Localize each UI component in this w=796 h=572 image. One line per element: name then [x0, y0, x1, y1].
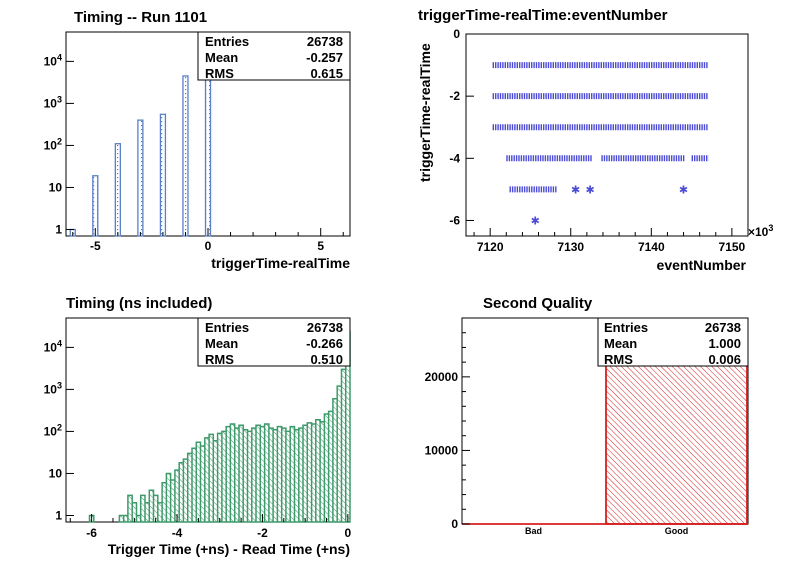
panel3-stat-rms-label: RMS — [205, 352, 234, 367]
y-tick-label: 1 — [55, 222, 62, 236]
panel1-stat-entries: 26738 — [307, 34, 343, 49]
panel3-stat-mean-label: Mean — [205, 336, 238, 351]
x-tick-label: 7130 — [557, 240, 584, 254]
panel3-xticks: -6 -4 -2 0 — [69, 514, 352, 540]
panel1-stat-mean: -0.257 — [306, 50, 343, 65]
panel4-yticks: 0 10000 20000 — [425, 332, 470, 531]
panel4-stat-rms-label: RMS — [604, 352, 633, 367]
x-tick-label: -6 — [86, 526, 97, 540]
panel-second-quality: Second Quality Bad Good 0 10000 20000 Entri… — [425, 295, 749, 536]
y-tick-label: 10000 — [425, 443, 459, 457]
panel2-yticks: 0 -2 -4 -6 — [449, 27, 474, 227]
x-tick-label: 5 — [317, 239, 324, 253]
panel1-bars — [69, 47, 212, 237]
y-tick-label: -6 — [449, 213, 460, 227]
panel-scatter: triggerTime-realTime:eventNumber ✱ ✱ ✱ ✱ 71… — [417, 7, 773, 273]
histogram-bar — [92, 175, 99, 237]
panel3-stats-box: Entries 26738 Mean -0.266 RMS 0.510 — [197, 317, 351, 367]
y-tick-label: 103 — [44, 380, 62, 396]
panel1-stat-mean-label: Mean — [205, 50, 238, 65]
panel2-title: triggerTime-realTime:eventNumber — [418, 7, 668, 24]
x-tick-label: -5 — [90, 239, 101, 253]
panel-timing-ns: Timing (ns included) -6 -4 -2 0 1 10 102 103 10… — [44, 295, 352, 557]
x-tick-label: 7150 — [719, 240, 746, 254]
panel4-stats-box: Entries 26738 Mean 1.000 RMS 0.006 — [597, 317, 749, 367]
panel2-x-multiplier: ×103 — [748, 223, 773, 239]
panel4-stat-mean: 1.000 — [708, 336, 741, 351]
histogram-bar — [114, 143, 121, 237]
y-tick-label: 0 — [453, 27, 460, 41]
x-tick-label: 7120 — [477, 240, 504, 254]
y-tick-label: 104 — [44, 52, 62, 68]
panel3-histogram — [88, 330, 351, 523]
x-tick-label: -2 — [257, 526, 268, 540]
scatter-point: ✱ — [679, 183, 688, 196]
panel3-stat-mean: -0.266 — [306, 336, 343, 351]
panel1-stat-entries-label: Entries — [205, 34, 249, 49]
panel2-xlabel: eventNumber — [657, 257, 747, 273]
panel4-stat-entries: 26738 — [705, 320, 741, 335]
y-tick-label: -2 — [449, 89, 460, 103]
panel3-xlabel: Trigger Time (+ns) - Read Time (+ns) — [108, 541, 350, 557]
panel1-yticks: 1 10 102 103 104 — [44, 52, 74, 236]
panel3-yticks: 1 10 102 103 104 — [44, 338, 74, 522]
scatter-point: ✱ — [531, 214, 540, 227]
panel3-title: Timing (ns included) — [66, 295, 212, 312]
y-tick-label: 104 — [44, 338, 62, 354]
panel-timing-run: Timing -- Run 1101 -5 0 5 1 10 102 103 104 tri… — [44, 9, 351, 271]
x-tick-label: 0 — [205, 239, 212, 253]
panel4-stat-rms: 0.006 — [708, 352, 741, 367]
panel2-xticks: 7120 7130 7140 7150 — [473, 228, 746, 254]
panel3-stat-rms: 0.510 — [310, 352, 343, 367]
panel2-points: ✱ ✱ ✱ ✱ — [492, 62, 709, 227]
y-tick-label: 20000 — [425, 370, 459, 384]
panel4-xticks: Bad Good — [525, 526, 688, 536]
panel1-stats-box: Entries 26738 Mean -0.257 RMS 0.615 — [197, 31, 351, 81]
panel1-xticks: -5 0 5 — [72, 228, 344, 253]
scatter-point: ✱ — [585, 183, 594, 196]
y-tick-label: 10 — [49, 466, 63, 480]
panel1-stat-rms: 0.615 — [310, 66, 343, 81]
panel1-stat-rms-label: RMS — [205, 66, 234, 81]
scatter-point: ✱ — [571, 183, 580, 196]
panel4-title: Second Quality — [483, 295, 593, 312]
panel4-stat-entries-label: Entries — [604, 320, 648, 335]
histogram-bar — [137, 119, 144, 237]
panel4-stat-mean-label: Mean — [604, 336, 637, 351]
x-category-label: Bad — [525, 526, 542, 536]
x-tick-label: 0 — [345, 526, 352, 540]
panel3-stat-entries-label: Entries — [205, 320, 249, 335]
panel2-frame — [465, 33, 749, 237]
y-tick-label: 10 — [49, 180, 63, 194]
x-tick-label: 7140 — [638, 240, 665, 254]
panel2-ylabel: triggerTime-realTime — [417, 43, 433, 182]
y-tick-label: 102 — [44, 422, 62, 438]
histogram-bar — [159, 113, 167, 237]
y-tick-label: -4 — [449, 151, 460, 165]
x-category-label: Good — [665, 526, 689, 536]
y-tick-label: 0 — [451, 517, 458, 531]
y-tick-label: 1 — [55, 508, 62, 522]
panel1-xlabel: triggerTime-realTime — [211, 255, 350, 271]
panel3-stat-entries: 26738 — [307, 320, 343, 335]
y-tick-label: 103 — [44, 94, 62, 110]
x-tick-label: -4 — [172, 526, 183, 540]
histogram-bar — [182, 75, 189, 237]
y-tick-label: 102 — [44, 136, 62, 152]
panel1-title: Timing -- Run 1101 — [74, 9, 207, 26]
